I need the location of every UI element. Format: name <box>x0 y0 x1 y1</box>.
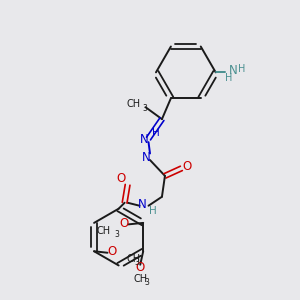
Text: O: O <box>107 245 117 258</box>
Text: 3: 3 <box>134 258 139 267</box>
Text: CH: CH <box>127 99 141 109</box>
Text: H: H <box>225 73 232 83</box>
Text: N: N <box>138 198 147 211</box>
Text: N: N <box>140 133 149 146</box>
Text: CH: CH <box>97 226 111 236</box>
Text: N: N <box>229 64 237 77</box>
Text: N: N <box>142 151 151 164</box>
Text: H: H <box>152 128 160 138</box>
Text: 3: 3 <box>142 103 147 112</box>
Text: 3: 3 <box>114 230 119 239</box>
Text: CH: CH <box>133 274 147 284</box>
Text: O: O <box>182 160 191 173</box>
Text: CH: CH <box>126 254 140 264</box>
Text: O: O <box>116 172 126 185</box>
Text: O: O <box>136 261 145 274</box>
Text: H: H <box>148 206 156 216</box>
Text: H: H <box>238 64 245 74</box>
Text: 3: 3 <box>144 278 149 286</box>
Text: O: O <box>119 217 128 230</box>
